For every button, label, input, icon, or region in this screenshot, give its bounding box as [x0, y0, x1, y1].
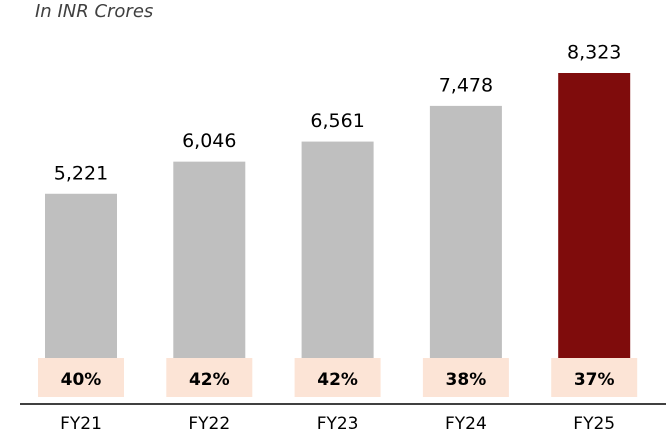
x-tick-label: FY22 — [188, 414, 230, 434]
bar — [301, 141, 374, 397]
x-tick-label: FY23 — [317, 414, 359, 434]
share-box — [166, 358, 253, 397]
bar — [558, 73, 631, 397]
value-label: 8,323 — [567, 42, 621, 64]
share-box — [294, 358, 381, 397]
share-label: 38% — [446, 370, 487, 390]
share-box — [551, 358, 638, 397]
value-label: 6,046 — [182, 130, 236, 152]
share-box — [422, 358, 509, 397]
share-label: 42% — [317, 370, 358, 390]
share-box — [38, 358, 124, 397]
x-tick-label: FY24 — [445, 414, 487, 434]
bar — [173, 161, 246, 397]
value-label: 5,221 — [54, 162, 108, 184]
share-label: 42% — [189, 370, 230, 390]
chart-subtitle: In INR Crores — [35, 1, 153, 22]
bar — [429, 105, 502, 398]
value-label: 7,478 — [439, 74, 493, 96]
x-tick-label: FY21 — [60, 414, 102, 434]
share-label: 37% — [574, 370, 615, 390]
x-tick-label: FY25 — [573, 414, 615, 434]
share-label: 40% — [61, 370, 102, 390]
value-label: 6,561 — [310, 110, 364, 132]
